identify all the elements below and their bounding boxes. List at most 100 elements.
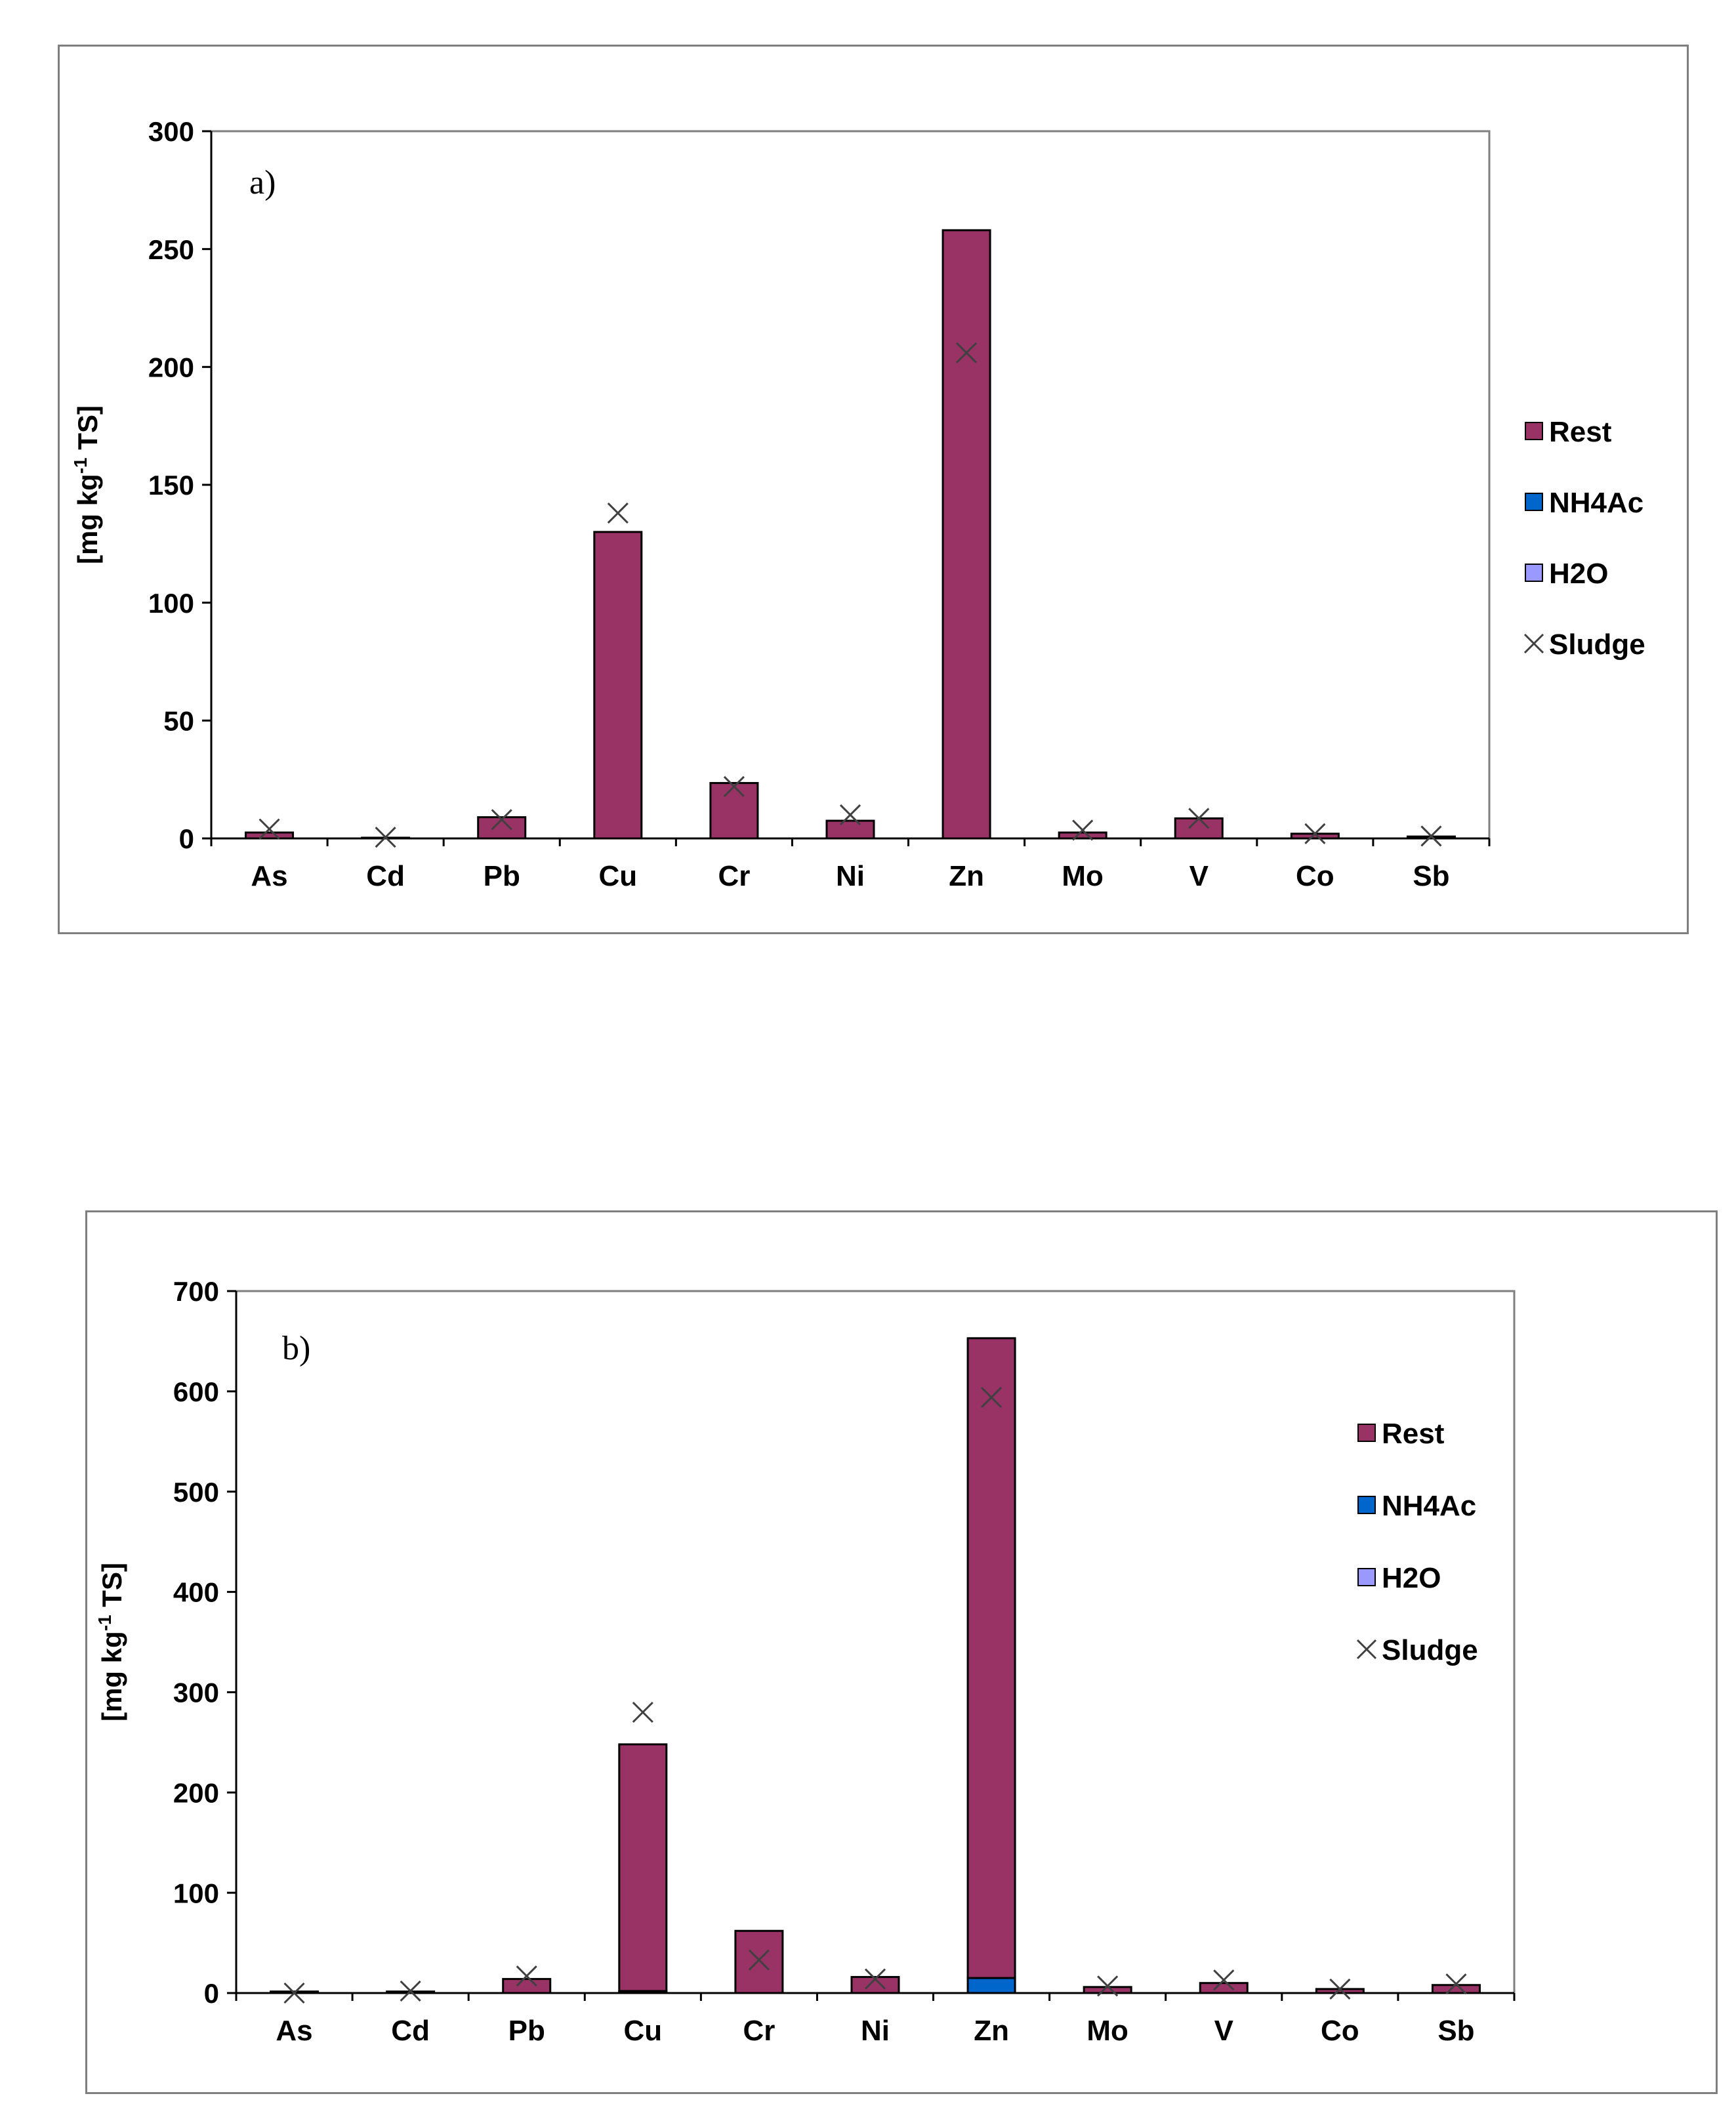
bar-rest-v xyxy=(1199,1982,1249,1994)
x-tick-label: Co xyxy=(1296,860,1334,892)
legend-marker xyxy=(1523,633,1544,654)
bar-rest-as xyxy=(245,831,295,840)
x-tick-label: Sb xyxy=(1413,860,1449,892)
y-axis-title-post: TS] xyxy=(72,405,103,457)
y-tick-label: 600 xyxy=(173,1376,219,1407)
marker-sludge-as xyxy=(283,1982,305,2004)
legend-item-rest: Rest xyxy=(1525,416,1612,448)
legend-item-rest: Rest xyxy=(1357,1418,1445,1450)
marker-stroke xyxy=(400,1980,421,2002)
legend: Rest NH4Ac H2O Sludge xyxy=(1523,416,1645,661)
y-tick-label: 500 xyxy=(173,1477,219,1508)
y-tick-label: 100 xyxy=(148,588,194,619)
legend-swatch xyxy=(1525,564,1543,582)
marker-stroke xyxy=(864,1968,886,1990)
bar-rest-v xyxy=(1174,817,1224,840)
marker-stroke xyxy=(1445,1973,1467,1995)
marker-stroke xyxy=(1213,1969,1235,1991)
marker-sludge-v xyxy=(1188,808,1210,829)
legend-swatch xyxy=(1525,493,1543,511)
marker-stroke xyxy=(839,804,861,826)
panel-label: b) xyxy=(282,1330,310,1367)
x-tick-label: Cu xyxy=(623,2015,662,2047)
y-tick-label: 400 xyxy=(173,1577,219,1608)
y-axis-title-sup: -1 xyxy=(94,1615,115,1631)
bar-rest-zn xyxy=(966,1337,1016,1979)
marker-sludge-co xyxy=(1304,823,1326,844)
legend-item-nh4ac: NH4Ac xyxy=(1525,487,1643,519)
legend-swatch xyxy=(1525,422,1543,440)
legend-label: Sludge xyxy=(1382,1634,1478,1666)
marker-stroke xyxy=(956,342,978,363)
y-tick-label: 0 xyxy=(179,823,194,854)
panel-label: a) xyxy=(249,164,276,201)
y-axis-title: [mg kg-1 TS] xyxy=(94,1563,127,1721)
legend-item-sludge: Sludge xyxy=(1523,628,1645,661)
x-tick-label: Zn xyxy=(949,860,984,892)
bar-rest-cu xyxy=(593,531,643,840)
chart-panel-b xyxy=(85,1210,1718,2094)
legend-label: Rest xyxy=(1382,1418,1445,1450)
legend: Rest NH4Ac H2O Sludge xyxy=(1356,1418,1478,1666)
marker-sludge-ni xyxy=(864,1968,886,1990)
marker-stroke xyxy=(258,818,280,840)
legend-item-sludge: Sludge xyxy=(1356,1634,1478,1666)
bar-rest-cr xyxy=(709,782,759,840)
marker-sludge-pb xyxy=(491,809,512,831)
x-tick-label: Cd xyxy=(366,860,405,892)
legend-label: H2O xyxy=(1549,558,1608,590)
marker-sludge-co xyxy=(1329,1978,1351,2000)
bar-rest-mo xyxy=(1083,1986,1132,1994)
marker-stroke xyxy=(1188,808,1210,829)
y-tick-label: 250 xyxy=(148,234,194,265)
y-tick-label: 200 xyxy=(173,1777,219,1808)
x-tick-label: Pb xyxy=(508,2015,545,2047)
marker-sludge-sb xyxy=(1445,1973,1467,1995)
legend-item-h2o: H2O xyxy=(1357,1562,1441,1594)
x-tick-label: V xyxy=(1214,2015,1234,2047)
marker-sludge-v xyxy=(1213,1969,1235,1991)
chart-a: 0 50 100 150 200 250 300 As Cd Pb Cu Cr Ni Zn Mo V Co Sb [… xyxy=(70,116,1645,892)
bar-rest-sb xyxy=(1431,1984,1481,1994)
legend-label: H2O xyxy=(1382,1562,1441,1594)
y-tick-label: 50 xyxy=(163,705,194,736)
x-tick-label: As xyxy=(276,2015,312,2047)
marker-stroke xyxy=(607,503,629,524)
y-tick-label: 100 xyxy=(173,1878,219,1908)
marker-stroke xyxy=(723,775,745,798)
x-tick-label: Mo xyxy=(1062,860,1104,892)
legend-label: Sludge xyxy=(1549,628,1645,661)
marker-stroke xyxy=(516,1965,537,1987)
x-tick-label: Ni xyxy=(836,860,865,892)
bar-rest-ni xyxy=(825,819,875,840)
marker-stroke xyxy=(981,1386,1002,1409)
marker-sludge-zn xyxy=(981,1386,1002,1409)
marker-sludge-cr xyxy=(748,1949,770,1971)
y-tick-label: 300 xyxy=(148,116,194,147)
plot-area xyxy=(235,1290,1516,1994)
marker-sludge-cd xyxy=(375,827,396,848)
chart-b: 0 100 200 300 400 500 600 700 As Cd Pb Cu Cr Ni Zn Mo V C… xyxy=(94,1276,1516,2047)
marker-sludge-cu xyxy=(632,1701,653,1723)
marker-stroke xyxy=(632,1701,653,1723)
bar-rest-zn xyxy=(941,229,991,840)
bar-rest-pb xyxy=(502,1978,552,1994)
marker-sludge-mo xyxy=(1072,819,1094,841)
x-tick-label: Ni xyxy=(861,2015,890,2047)
y-axis-title-post: TS] xyxy=(96,1563,127,1615)
y-axis-title-pre: [mg kg xyxy=(72,474,103,564)
legend-marker xyxy=(1356,1639,1377,1660)
x-tick-label: Cr xyxy=(718,860,750,892)
x-tick-label: Pb xyxy=(484,860,520,892)
y-axis-title-sup: -1 xyxy=(70,457,91,474)
bar-rest-mo xyxy=(1058,831,1107,840)
legend-swatch xyxy=(1357,1424,1376,1442)
bar-rest-cr xyxy=(734,1929,784,1994)
marker-sludge-zn xyxy=(956,342,978,363)
marker-stroke xyxy=(1420,825,1442,847)
legend-label: NH4Ac xyxy=(1382,1490,1476,1522)
legend-swatch xyxy=(1357,1568,1376,1586)
legend-label: Rest xyxy=(1549,416,1612,448)
marker-stroke xyxy=(491,809,512,831)
